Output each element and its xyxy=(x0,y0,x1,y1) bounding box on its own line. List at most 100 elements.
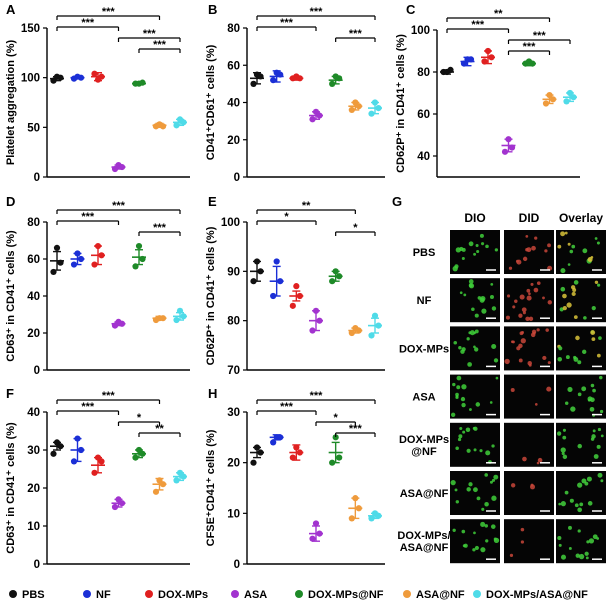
micrograph-cell xyxy=(474,347,479,352)
micrograph-cell xyxy=(596,283,601,287)
y-tick-label: 40 xyxy=(417,151,430,163)
y-tick-label: 10 xyxy=(27,521,40,533)
micrograph-cell xyxy=(567,386,573,393)
micrograph-cell xyxy=(474,545,479,550)
micrograph-cell xyxy=(526,295,532,301)
y-axis-label: CD63⁺ in CD41⁺ cells (%) xyxy=(5,230,17,362)
micrograph-cell xyxy=(480,295,486,302)
micrograph-cell xyxy=(526,288,531,293)
micrograph-cell xyxy=(456,385,461,390)
micrograph-cell xyxy=(545,328,549,332)
sig-label: *** xyxy=(280,401,294,413)
data-point xyxy=(180,119,187,126)
sig-label: *** xyxy=(153,39,167,51)
micrograph-row-label: DOX-MPs/ASA@NF xyxy=(397,530,450,554)
micrograph-cell xyxy=(587,256,593,263)
data-point xyxy=(273,258,280,265)
micrograph-cell xyxy=(462,544,466,548)
micrograph-cell xyxy=(522,256,528,262)
micrograph-cell xyxy=(569,498,574,503)
micrograph-cell xyxy=(521,307,527,313)
data-point xyxy=(91,261,98,268)
micrograph-cell xyxy=(530,282,534,286)
micrograph-cell xyxy=(525,316,530,322)
data-point xyxy=(98,73,105,80)
micrograph-cell xyxy=(533,287,539,293)
micrograph-cell xyxy=(509,553,514,558)
micrograph-cell xyxy=(522,456,527,462)
micrograph-cell xyxy=(461,529,466,534)
micrograph-cell xyxy=(565,401,569,405)
micrograph-cell xyxy=(476,496,481,501)
y-tick-label: 70 xyxy=(227,365,240,377)
micrograph-cell xyxy=(510,387,515,392)
micrograph-cell xyxy=(474,313,479,318)
micrograph-cell xyxy=(452,266,458,272)
data-point xyxy=(139,255,146,263)
sig-label: *** xyxy=(349,423,363,435)
sig-label: *** xyxy=(523,41,537,53)
data-point xyxy=(111,165,119,173)
micrograph-column-did: DID xyxy=(519,211,540,225)
y-tick-label: 100 xyxy=(411,25,430,37)
data-point xyxy=(91,469,98,476)
micrograph-cell xyxy=(582,248,588,254)
micrograph-cell xyxy=(571,244,576,249)
data-point xyxy=(77,74,85,81)
data-point xyxy=(57,74,64,81)
data-point xyxy=(70,458,78,465)
data-point xyxy=(50,268,57,276)
y-tick-label: 40 xyxy=(227,98,240,110)
micrograph-cell xyxy=(467,362,472,367)
micrograph-cell xyxy=(587,501,593,506)
micrograph-cell xyxy=(536,328,540,332)
micrograph-cell xyxy=(558,346,563,351)
micrograph-cell xyxy=(460,396,466,402)
micrograph-cell xyxy=(565,355,570,360)
micrograph-cell xyxy=(558,502,562,506)
data-point xyxy=(481,58,488,65)
data-point xyxy=(529,60,536,67)
micrograph-cell xyxy=(600,479,604,483)
data-point xyxy=(355,505,362,512)
panel-letter-c: C xyxy=(406,2,416,17)
micrograph-cell xyxy=(556,431,562,436)
micrograph-cell xyxy=(587,398,591,402)
micrograph-cell xyxy=(525,235,529,238)
data-point xyxy=(296,75,303,82)
data-point xyxy=(375,104,382,112)
micrograph-cell xyxy=(475,402,481,407)
micrograph-cell xyxy=(490,524,496,529)
sig-label: *** xyxy=(280,17,294,29)
data-point xyxy=(336,273,343,280)
micrograph-cell xyxy=(489,401,493,404)
data-point xyxy=(277,278,284,285)
panel-letter-h: H xyxy=(208,386,217,401)
micrograph-cell xyxy=(473,531,476,535)
data-point xyxy=(467,56,475,63)
data-point xyxy=(270,77,277,84)
sig-label: *** xyxy=(143,28,157,40)
data-point xyxy=(375,512,382,519)
micrograph-cell xyxy=(481,507,485,511)
micrograph-cell xyxy=(473,448,477,452)
micrograph-cell xyxy=(583,316,587,320)
panel-letter-b: B xyxy=(208,2,217,17)
y-tick-label: 60 xyxy=(227,60,240,72)
data-point xyxy=(118,320,126,327)
micrograph-tile xyxy=(504,422,554,467)
legend-label: NF xyxy=(96,589,111,601)
micrograph-cell xyxy=(474,329,479,334)
micrograph-cell xyxy=(573,280,579,285)
data-point xyxy=(355,103,362,110)
data-point xyxy=(371,99,379,106)
data-point xyxy=(159,481,167,488)
sig-label: *** xyxy=(471,19,485,31)
data-point xyxy=(159,123,167,130)
data-point xyxy=(289,454,296,461)
data-point xyxy=(460,60,468,67)
legend-label: PBS xyxy=(22,589,45,601)
panel-letter-a: A xyxy=(6,2,16,17)
micrograph-cell xyxy=(472,548,476,552)
